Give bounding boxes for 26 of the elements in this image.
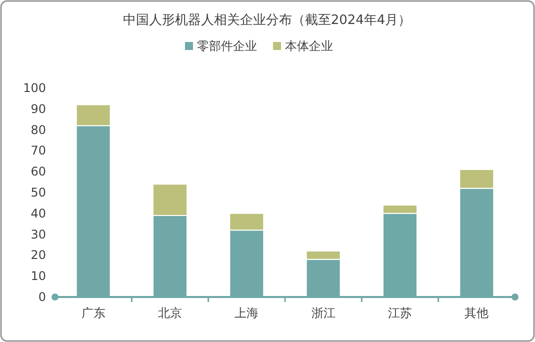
x-tick-label: 北京: [158, 306, 182, 320]
y-tick-label: 90: [30, 102, 46, 116]
y-tick-label: 80: [30, 122, 46, 137]
y-tick-label: 0: [38, 290, 46, 304]
legend-label: 本体企业: [285, 39, 333, 53]
bar: [306, 250, 341, 260]
y-tick-label: 50: [30, 186, 46, 200]
bar: [459, 169, 494, 189]
y-tick-label: 30: [30, 227, 46, 242]
y-tick-label: 20: [30, 248, 46, 262]
y-tick-label: 60: [30, 164, 46, 179]
y-tick-label: 10: [30, 269, 46, 284]
x-tick-label: 江苏: [388, 306, 412, 320]
x-tick-label: 广东: [81, 306, 106, 320]
legend-label: 零部件企业: [197, 39, 257, 53]
bar: [76, 104, 111, 126]
bar: [382, 204, 418, 214]
x-tick-label: 上海: [234, 306, 259, 320]
chart-title: 中国人形机器人相关企业分布（截至2024年4月）: [122, 13, 412, 28]
y-tick-label: 70: [30, 144, 46, 158]
y-tick-label: 40: [30, 206, 46, 220]
bar: [152, 184, 188, 216]
bar: [229, 212, 264, 231]
y-tick-label: 100: [23, 81, 46, 95]
x-tick-label: 浙江: [311, 306, 336, 320]
x-tick-label: 其他: [464, 306, 489, 320]
